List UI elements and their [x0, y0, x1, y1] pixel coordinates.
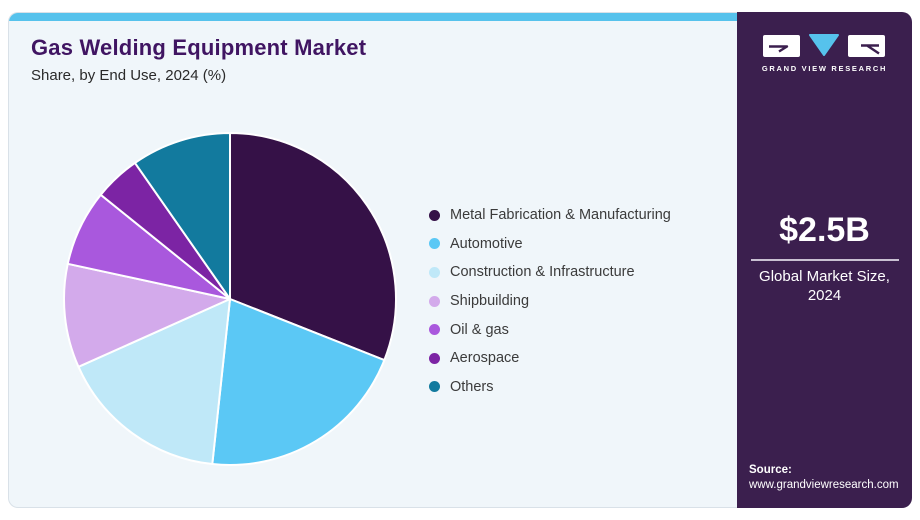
legend-label: Aerospace	[450, 350, 520, 367]
legend-dot	[429, 381, 440, 393]
legend: Metal Fabrication & Manufacturing Automot…	[429, 201, 671, 401]
legend-item: Shipbuilding	[429, 287, 671, 316]
source-label: Source:	[749, 463, 792, 476]
gvr-logo: GRAND VIEW RESEARCH	[762, 34, 887, 73]
legend-dot	[429, 209, 440, 221]
market-size-block: $2.5B Global Market Size, 2024	[737, 211, 912, 306]
market-size-label: Global Market Size, 2024	[759, 268, 890, 304]
legend-dot	[429, 352, 440, 364]
sidebar: GRAND VIEW RESEARCH $2.5B Global Market …	[737, 12, 912, 508]
legend-item: Construction & Infrastructure	[429, 258, 671, 287]
page-title: Gas Welding Equipment Market	[31, 35, 367, 60]
legend-dot	[429, 266, 440, 278]
legend-dot	[429, 238, 440, 250]
page-subtitle: Share, by End Use, 2024 (%)	[31, 67, 227, 84]
legend-dot	[429, 295, 440, 307]
chart-card: Gas Welding Equipment Market Share, by E…	[8, 12, 737, 508]
legend-dot	[429, 324, 440, 336]
legend-item: Oil & gas	[429, 315, 671, 344]
source-url: www.grandviewresearch.com	[749, 479, 899, 492]
logo-caption: GRAND VIEW RESEARCH	[761, 64, 888, 73]
legend-label: Others	[450, 378, 494, 395]
legend-label: Metal Fabrication & Manufacturing	[450, 207, 671, 224]
legend-label: Construction & Infrastructure	[450, 264, 635, 281]
market-size-divider	[750, 259, 899, 261]
accent-topbar	[9, 13, 737, 21]
legend-item: Automotive	[429, 230, 671, 259]
pie-slice-3	[63, 262, 231, 368]
legend-label: Automotive	[450, 235, 523, 252]
legend-label: Shipbuilding	[450, 293, 530, 310]
legend-label: Oil & gas	[450, 321, 509, 338]
legend-item: Metal Fabrication & Manufacturing	[429, 201, 671, 230]
market-size-value: $2.5B	[779, 211, 870, 249]
legend-item: Others	[429, 373, 671, 402]
pie-slice-0	[229, 132, 397, 362]
pie-chart	[63, 132, 397, 466]
pie-slice-2	[77, 298, 231, 466]
gvr-logo-icon	[763, 34, 886, 57]
pie-slice-1	[211, 298, 386, 466]
source-block: Source: www.grandviewresearch.com	[737, 463, 909, 508]
pie-slice-6	[133, 132, 231, 300]
legend-item: Aerospace	[429, 344, 671, 373]
